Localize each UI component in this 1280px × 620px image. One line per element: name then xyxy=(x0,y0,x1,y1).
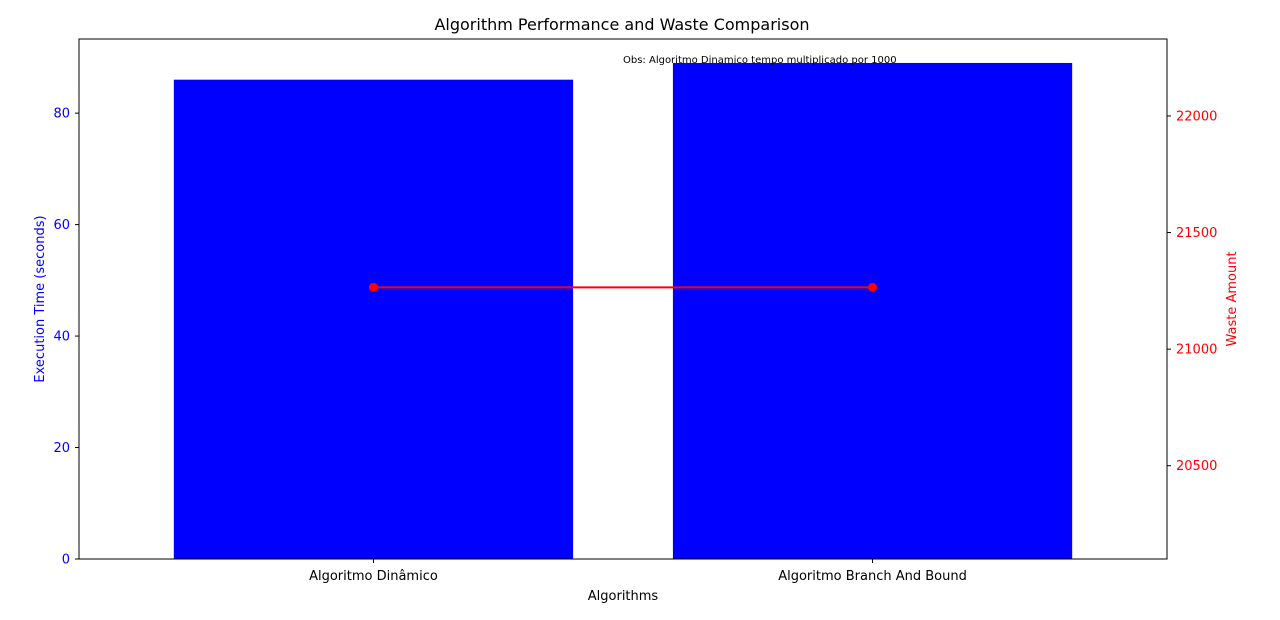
right-tick-label: 21000 xyxy=(1176,343,1217,358)
waste-line-group xyxy=(368,282,878,292)
left-axis-ticks: 0 20 40 60 80 xyxy=(53,107,79,568)
bar-1 xyxy=(672,62,1073,560)
waste-point-1 xyxy=(868,282,878,292)
x-tick-label: Algoritmo Branch And Bound xyxy=(778,569,967,584)
x-axis-ticks: Algoritmo Dinâmico Algoritmo Branch And B… xyxy=(309,559,967,584)
left-tick-label: 0 xyxy=(62,553,70,568)
right-tick-label: 22000 xyxy=(1176,109,1217,124)
left-tick-label: 80 xyxy=(53,107,70,122)
bar-0 xyxy=(173,79,574,559)
right-tick-label: 20500 xyxy=(1176,459,1217,474)
bars-group xyxy=(173,62,1073,560)
right-tick-label: 21500 xyxy=(1176,226,1217,241)
plot-frame xyxy=(78,38,1168,560)
waste-point-0 xyxy=(368,282,378,292)
right-axis-label: Waste Amount xyxy=(1225,251,1240,346)
left-tick-label: 40 xyxy=(53,330,70,345)
chart-title: Algorithm Performance and Waste Comparis… xyxy=(434,15,809,34)
right-axis-ticks: 20500 21000 21500 22000 xyxy=(1167,109,1217,474)
left-tick-label: 60 xyxy=(53,218,70,233)
x-tick-label: Algoritmo Dinâmico xyxy=(309,569,438,584)
left-tick-label: 20 xyxy=(53,441,70,456)
x-axis-label: Algorithms xyxy=(588,589,659,604)
annotation-note: Obs: Algoritmo Dinamico tempo multiplica… xyxy=(623,55,897,66)
left-axis-label: Execution Time (seconds) xyxy=(33,215,48,382)
